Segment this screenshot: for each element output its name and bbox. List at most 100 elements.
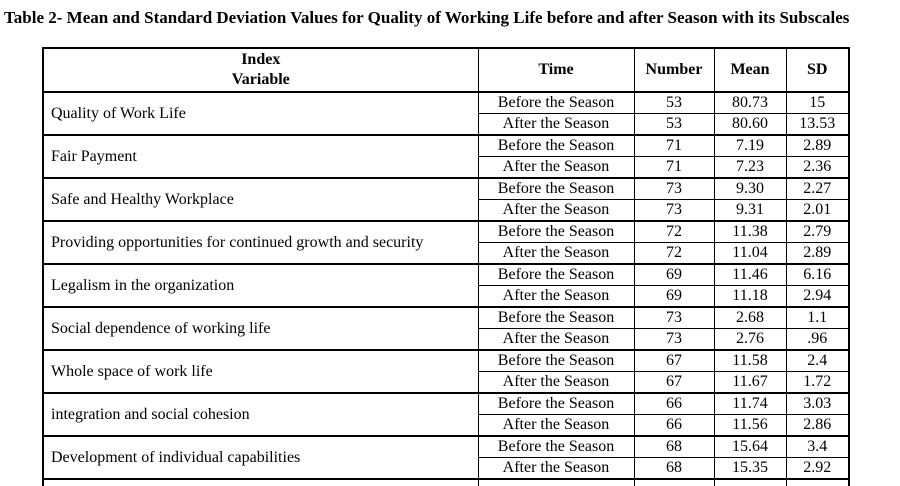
time-cell: Before the Season (477, 220, 635, 243)
table-row: integration and social cohesion Before th… (42, 392, 850, 437)
time-cell: After the Season (477, 328, 635, 351)
variable-name-cell: Legalism in the organization (42, 263, 479, 308)
mean-cell: 7.23 (713, 156, 787, 179)
table-row: Fair Payment Before the Season 71 7.19 2.89 (42, 134, 850, 179)
number-cell: 69 (633, 285, 715, 308)
mean-cell: 11.46 (713, 263, 787, 286)
table-row: After the Season 73 9.31 2.01 (43, 199, 850, 222)
column-header-number: Number (633, 47, 715, 93)
partial-cell (785, 478, 850, 486)
time-cell: Before the Season (477, 134, 635, 157)
sd-cell: 2.92 (785, 457, 850, 480)
table-row: Providing opportunities for continued gr… (42, 220, 850, 265)
sd-cell: 2.27 (785, 177, 850, 200)
number-cell: 69 (633, 263, 715, 286)
mean-cell: 11.04 (713, 242, 787, 265)
variable-name-cell: Whole space of work life (42, 349, 479, 394)
sd-cell: 2.79 (785, 220, 850, 243)
column-header-variable: Variable (231, 71, 290, 88)
number-cell: 67 (633, 349, 715, 372)
number-cell: 53 (633, 91, 715, 114)
mean-cell: 11.58 (713, 349, 787, 372)
time-cell: Before the Season (477, 91, 635, 114)
variable-name-cell: Fair Payment (42, 134, 479, 179)
number-cell: 68 (633, 435, 715, 458)
table-row: After the Season 66 11.56 2.86 (43, 414, 850, 437)
sd-cell: 15 (785, 91, 850, 114)
mean-cell: 11.56 (713, 414, 787, 437)
time-cell: After the Season (477, 285, 635, 308)
sd-cell: .96 (785, 328, 850, 351)
table-row: After the Season 72 11.04 2.89 (43, 242, 850, 265)
sd-cell: 1.1 (785, 306, 850, 329)
sd-cell: 13.53 (785, 113, 850, 136)
time-cell: Before the Season (477, 392, 635, 415)
mean-cell: 11.38 (713, 220, 787, 243)
number-cell: 73 (633, 177, 715, 200)
number-cell: 72 (633, 242, 715, 265)
number-cell: 72 (633, 220, 715, 243)
number-cell: 73 (633, 199, 715, 222)
table-row: Whole space of work life Before the Seaso… (42, 349, 850, 394)
time-cell: After the Season (477, 113, 635, 136)
column-header-time: Time (477, 47, 635, 93)
number-cell: 67 (633, 371, 715, 394)
sd-cell: 2.01 (785, 199, 850, 222)
mean-cell: 9.31 (713, 199, 787, 222)
mean-cell: 80.60 (713, 113, 787, 136)
sd-cell: 6.16 (785, 263, 850, 286)
time-cell: After the Season (477, 156, 635, 179)
qwl-table: Index Variable Time Number Mean SD Quali… (42, 47, 850, 486)
mean-cell: 2.68 (713, 306, 787, 329)
table-row: Safe and Healthy Workplace Before the Sea… (42, 177, 850, 222)
column-header-mean: Mean (713, 47, 787, 93)
table-row: Development of individual capabilities Be… (42, 435, 850, 480)
mean-cell: 11.74 (713, 392, 787, 415)
time-cell: Before the Season (477, 306, 635, 329)
mean-cell: 11.18 (713, 285, 787, 308)
table-row: After the Season 67 11.67 1.72 (43, 371, 850, 394)
time-cell: After the Season (477, 457, 635, 480)
number-cell: 53 (633, 113, 715, 136)
number-cell: 66 (633, 392, 715, 415)
table-row: After the Season 71 7.23 2.36 (43, 156, 850, 179)
page-title: Table 2- Mean and Standard Deviation Val… (4, 8, 850, 27)
table-row: After the Season 53 80.60 13.53 (43, 113, 850, 136)
number-cell: 71 (633, 156, 715, 179)
time-cell: After the Season (477, 199, 635, 222)
number-cell: 71 (633, 134, 715, 157)
sd-cell: 2.89 (785, 134, 850, 157)
sd-cell: 2.86 (785, 414, 850, 437)
sd-cell: 2.4 (785, 349, 850, 372)
table-body: Quality of Work Life Before the Season 53 8… (42, 91, 850, 486)
mean-cell: 9.30 (713, 177, 787, 200)
time-cell: Before the Season (477, 177, 635, 200)
sd-cell: 2.94 (785, 285, 850, 308)
table-header-row: Index Variable Time Number Mean SD (42, 47, 850, 93)
table-row: Legalism in the organization Before the S… (42, 263, 850, 308)
mean-cell: 11.67 (713, 371, 787, 394)
variable-name-cell: Development of individual capabilities (42, 435, 479, 480)
time-cell: Before the Season (477, 263, 635, 286)
time-cell: Before the Season (477, 349, 635, 372)
number-cell: 68 (633, 457, 715, 480)
number-cell: 66 (633, 414, 715, 437)
variable-name-cell: Social dependence of working life (42, 306, 479, 351)
number-cell: 73 (633, 328, 715, 351)
table-row: After the Season 68 15.35 2.92 (43, 457, 850, 480)
time-cell: After the Season (477, 414, 635, 437)
sd-cell: 3.4 (785, 435, 850, 458)
table-row: Quality of Work Life Before the Season 53 8… (42, 91, 850, 136)
time-cell: After the Season (477, 371, 635, 394)
column-header-index-variable: Index Variable (42, 47, 479, 93)
variable-name-cell: integration and social cohesion (42, 392, 479, 437)
column-header-sd: SD (785, 47, 850, 93)
mean-cell: 80.73 (713, 91, 787, 114)
time-cell: After the Season (477, 242, 635, 265)
time-cell: Before the Season (477, 435, 635, 458)
variable-name-cell: Safe and Healthy Workplace (42, 177, 479, 222)
mean-cell: 15.64 (713, 435, 787, 458)
sd-cell: 2.36 (785, 156, 850, 179)
table-row: After the Season 73 2.76.96 (43, 328, 850, 351)
partial-cutoff-row (42, 478, 850, 486)
